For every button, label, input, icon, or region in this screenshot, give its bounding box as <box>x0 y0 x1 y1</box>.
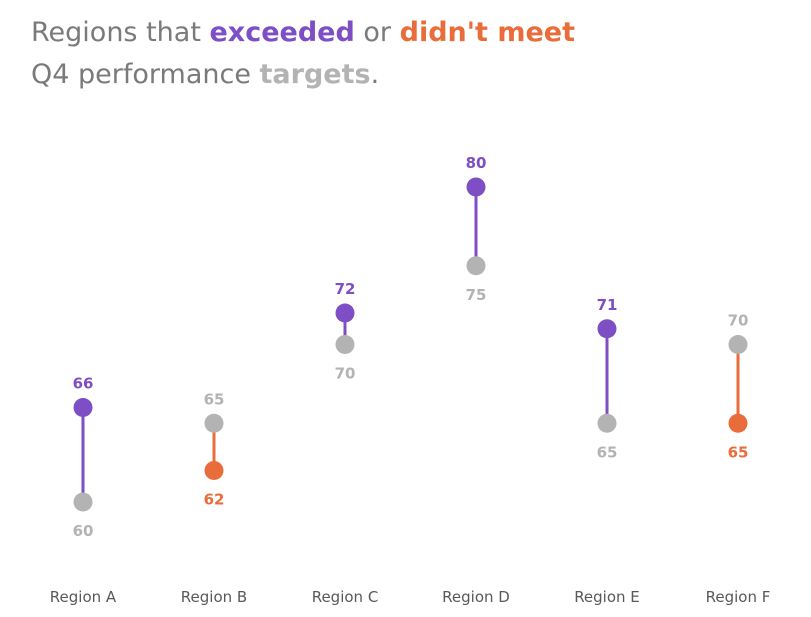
category-label-region-c: Region C <box>312 588 379 606</box>
title-end: . <box>370 59 380 90</box>
target-dot <box>466 256 486 276</box>
target-dot <box>597 413 617 433</box>
dumbbell-region-b: 65 62 Region B <box>181 390 247 606</box>
category-label-region-b: Region B <box>181 588 247 606</box>
actual-dot <box>204 461 224 480</box>
actual-value-label: 72 <box>335 280 356 298</box>
dumbbell-region-e: 71 65 Region E <box>574 296 640 606</box>
actual-value-label: 71 <box>597 296 618 314</box>
dumbbell-region-f: 70 65 Region F <box>706 312 771 607</box>
actual-dot <box>335 303 355 323</box>
target-dot <box>728 335 748 354</box>
target-value-label: 60 <box>73 522 94 540</box>
target-dot <box>335 335 355 354</box>
actual-value-label: 66 <box>73 375 94 393</box>
dumbbell-region-c: 72 70 Region C <box>312 280 379 606</box>
target-value-label: 75 <box>466 286 487 304</box>
dumbbell-region-d: 80 75 Region D <box>442 154 510 606</box>
actual-dot <box>597 319 617 339</box>
title-exceeded-keyword: exceeded <box>209 17 355 48</box>
category-label-region-d: Region D <box>442 588 510 606</box>
actual-dot <box>73 398 93 417</box>
actual-value-label: 62 <box>204 491 225 509</box>
target-value-label: 65 <box>597 443 618 461</box>
target-value-label: 70 <box>728 312 749 330</box>
category-label-region-e: Region E <box>574 588 640 606</box>
title-didnt-meet-keyword: didn't meet <box>399 17 575 48</box>
target-value-label: 65 <box>204 390 225 408</box>
title-part-1: Regions that <box>31 17 210 48</box>
target-value-label: 70 <box>335 365 356 383</box>
category-label-region-f: Region F <box>706 588 771 606</box>
actual-value-label: 65 <box>728 443 749 461</box>
target-dot <box>73 492 93 512</box>
category-label-region-a: Region A <box>50 588 117 606</box>
title-line-2: Q4 performance <box>31 59 260 90</box>
actual-value-label: 80 <box>466 154 487 172</box>
target-dot <box>204 413 224 433</box>
dumbbell-region-a: 66 60 Region A <box>50 375 117 607</box>
title-part-2: or <box>354 17 400 48</box>
title-targets-keyword: targets <box>259 59 371 90</box>
actual-dot <box>466 177 486 197</box>
actual-dot <box>728 413 748 433</box>
chart-title: Regions that exceeded or didn't meet Q4 p… <box>31 12 791 96</box>
